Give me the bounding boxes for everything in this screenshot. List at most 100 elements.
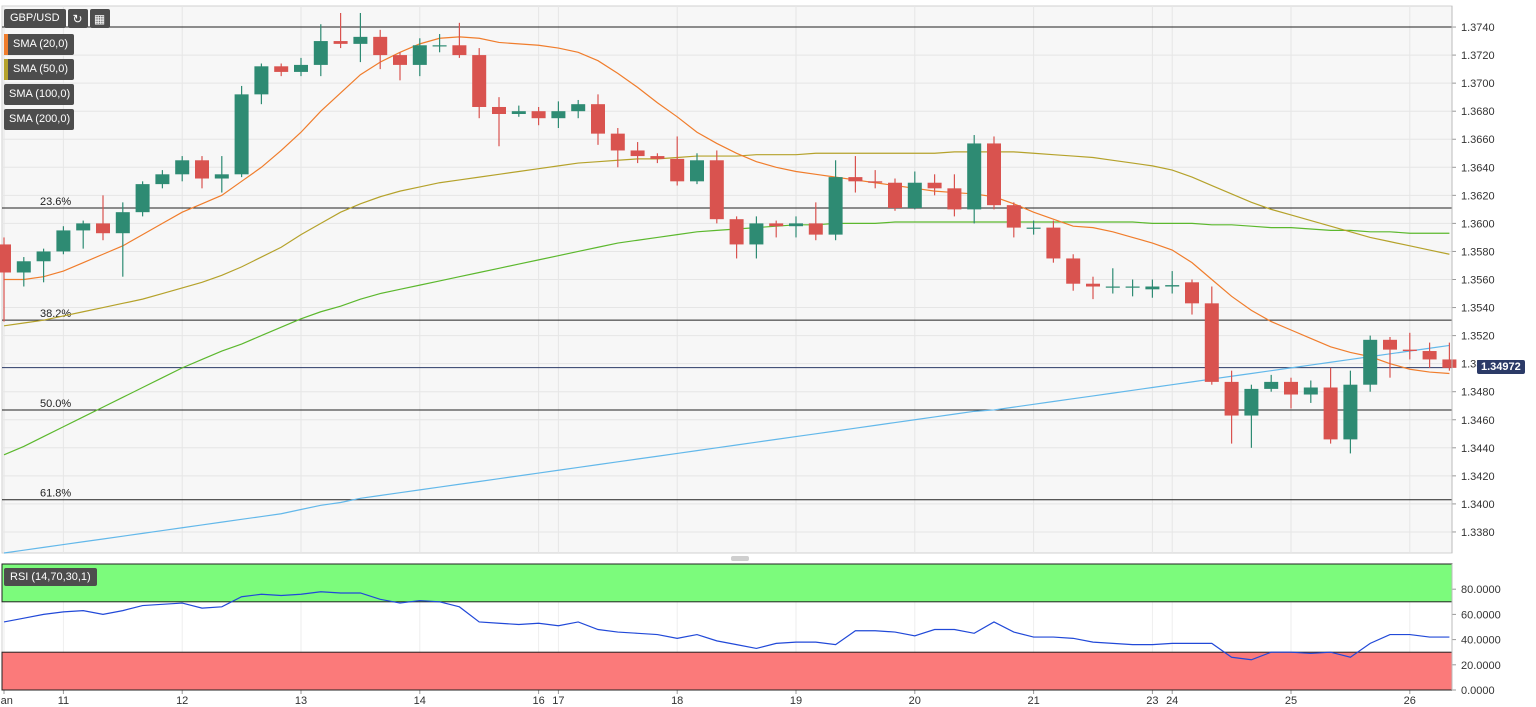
candle bbox=[1224, 370, 1239, 444]
y-tick-label: 1.3460 bbox=[1461, 415, 1495, 427]
rsi-y-tick-label: 20.0000 bbox=[1461, 660, 1501, 672]
calendar-icon[interactable]: ▦ bbox=[89, 9, 110, 28]
rsi-y-tick-label: 60.0000 bbox=[1461, 609, 1501, 621]
candle bbox=[313, 24, 328, 77]
y-tick-label: 1.3640 bbox=[1461, 162, 1495, 174]
legend-label: SMA (100,0) bbox=[9, 88, 71, 100]
candle-body bbox=[1402, 349, 1417, 352]
candle-body bbox=[888, 182, 902, 208]
candle-body bbox=[353, 36, 368, 44]
candle bbox=[353, 13, 368, 63]
rsi-y-tick-label: 0.0000 bbox=[1461, 685, 1495, 697]
x-tick-label: 26 bbox=[1404, 695, 1416, 707]
candle bbox=[749, 216, 764, 259]
legend-swatch bbox=[4, 34, 8, 55]
candle bbox=[789, 216, 803, 238]
candle-body bbox=[967, 143, 982, 210]
candle-body bbox=[1026, 227, 1041, 229]
candle bbox=[1383, 337, 1397, 378]
candle-body bbox=[36, 251, 51, 262]
candle-body bbox=[373, 36, 388, 56]
candle bbox=[987, 136, 1001, 210]
candle bbox=[214, 156, 229, 193]
candle-body bbox=[650, 156, 665, 159]
candle bbox=[828, 160, 843, 241]
candle bbox=[1244, 384, 1259, 448]
x-tick-label: 11 bbox=[58, 695, 69, 707]
candle bbox=[808, 202, 823, 241]
symbol-button[interactable]: GBP/USD bbox=[4, 9, 66, 28]
candle-body bbox=[1383, 339, 1397, 350]
candle-body bbox=[690, 160, 704, 182]
legend-sma-200[interactable]: SMA (200,0) bbox=[4, 109, 74, 130]
candle-body bbox=[274, 66, 289, 72]
candle bbox=[769, 220, 784, 238]
legend-sma-50[interactable]: SMA (50,0) bbox=[4, 59, 74, 80]
candle-body bbox=[808, 223, 823, 235]
x-tick-label: 20 bbox=[909, 695, 921, 707]
x-tick-label: 18 bbox=[671, 695, 683, 707]
x-tick-label: 19 bbox=[790, 695, 802, 707]
sma100-line bbox=[3, 221, 1450, 456]
candle-body bbox=[96, 223, 110, 234]
candle bbox=[96, 195, 110, 241]
candle-body bbox=[1165, 285, 1180, 287]
candle bbox=[1165, 271, 1180, 294]
candle-body bbox=[1442, 359, 1457, 368]
candle-body bbox=[115, 212, 130, 234]
refresh-icon[interactable]: ↻ bbox=[67, 9, 88, 28]
candle bbox=[610, 128, 625, 168]
candle-body bbox=[769, 223, 784, 227]
y-tick-label: 1.3440 bbox=[1461, 443, 1495, 455]
candle-body bbox=[1006, 205, 1021, 228]
legend-sma-100[interactable]: SMA (100,0) bbox=[4, 84, 74, 105]
candle bbox=[1363, 335, 1378, 392]
x-tick-label: 21 bbox=[1027, 695, 1039, 707]
candle bbox=[1006, 202, 1021, 238]
candle bbox=[1105, 268, 1120, 294]
candle bbox=[1046, 220, 1061, 263]
candle-body bbox=[828, 177, 843, 235]
y-tick-label: 1.3620 bbox=[1461, 190, 1495, 202]
y-tick-label: 1.3540 bbox=[1461, 303, 1495, 315]
y-tick-label: 1.3720 bbox=[1461, 50, 1495, 62]
candle-body bbox=[432, 45, 447, 47]
legend-sma-20[interactable]: SMA (20,0) bbox=[4, 34, 74, 55]
fib-level-label: 23.6% bbox=[40, 196, 71, 208]
candle-body bbox=[195, 160, 209, 179]
candle bbox=[709, 150, 724, 224]
candle bbox=[1145, 279, 1160, 298]
candle-body bbox=[531, 111, 546, 119]
sma50-line bbox=[3, 151, 1450, 327]
candle-body bbox=[16, 261, 31, 273]
y-tick-label: 1.3420 bbox=[1461, 471, 1495, 483]
y-tick-label: 1.3380 bbox=[1461, 527, 1495, 539]
candle-body bbox=[1185, 282, 1199, 304]
candle-body bbox=[175, 160, 190, 175]
y-tick-label: 1.3520 bbox=[1461, 331, 1495, 343]
candle-body bbox=[729, 219, 744, 245]
x-tick-label: Jan bbox=[0, 695, 13, 707]
candle-body bbox=[1105, 286, 1120, 288]
candle-body bbox=[868, 181, 883, 183]
candle-body bbox=[848, 177, 863, 182]
candle bbox=[571, 99, 586, 119]
candle-body bbox=[610, 133, 625, 151]
rsi-y-tick-label: 40.0000 bbox=[1461, 635, 1501, 647]
candle bbox=[1086, 276, 1100, 300]
candle bbox=[690, 153, 704, 185]
rsi-legend[interactable]: RSI (14,70,30,1) bbox=[4, 568, 97, 586]
candle bbox=[1442, 342, 1457, 371]
candle bbox=[551, 101, 566, 129]
legend-label: SMA (20,0) bbox=[13, 38, 69, 50]
candle bbox=[274, 63, 289, 77]
candle bbox=[0, 237, 11, 322]
candle bbox=[294, 57, 308, 77]
chart-toolbar: GBP/USD ↻ ▦ bbox=[4, 9, 110, 28]
candle bbox=[729, 216, 744, 259]
candle-body bbox=[1343, 384, 1358, 440]
y-tick-label: 1.3700 bbox=[1461, 78, 1495, 90]
rsi-overbought-zone bbox=[1, 563, 1453, 603]
pane-resize-handle[interactable] bbox=[731, 556, 749, 561]
